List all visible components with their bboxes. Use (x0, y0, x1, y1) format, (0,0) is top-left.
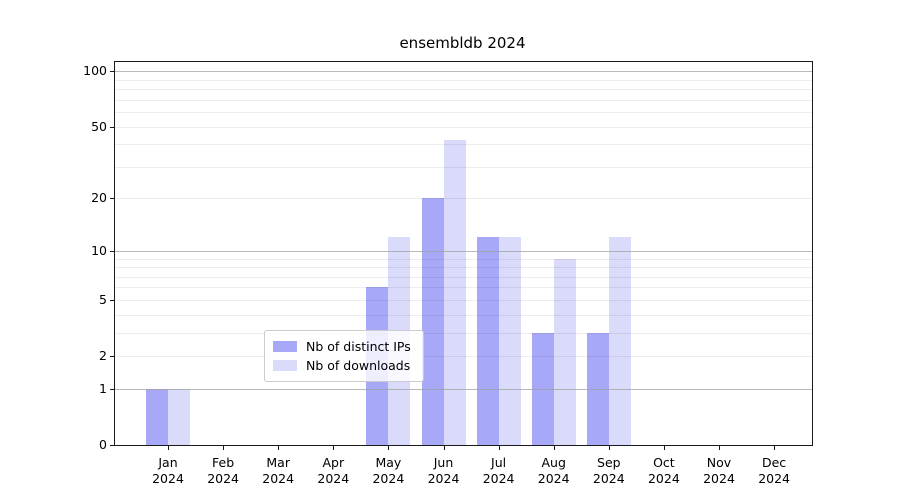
x-axis-tick (553, 446, 555, 450)
y-axis-tick-label: 100 (83, 63, 107, 79)
legend-label-downloads: Nb of downloads (306, 358, 411, 373)
ip-bar (146, 388, 168, 445)
y-axis-tick (110, 126, 114, 128)
legend: Nb of distinct IPs Nb of downloads (264, 330, 424, 382)
x-axis-tick-label: Dec 2024 (758, 455, 790, 486)
legend-item-distinct-ips: Nb of distinct IPs (273, 337, 411, 356)
x-axis-tick (168, 446, 169, 450)
y-axis-tick-label: 5 (99, 291, 107, 307)
x-axis-tick-label: Sep 2024 (592, 455, 625, 486)
y-axis-tick (110, 299, 114, 301)
y-axis-tick-label: 1 (99, 380, 107, 396)
downloads-bar (168, 388, 190, 445)
x-axis-tick (608, 446, 610, 450)
y-axis-tick-label: 10 (91, 242, 107, 258)
y-axis-tick-label: 2 (99, 348, 107, 363)
x-axis-tick (388, 446, 390, 450)
y-axis-tick-label: 20 (91, 190, 107, 206)
downloads-bar (553, 258, 576, 445)
downloads-bar (608, 237, 631, 445)
ip-bar (586, 332, 609, 445)
legend-swatch-downloads (273, 360, 297, 371)
ip-bar (421, 198, 444, 445)
x-axis-tick (719, 446, 720, 450)
minor-gridline (115, 89, 812, 90)
minor-gridline (115, 99, 812, 101)
y-axis-tick (110, 356, 114, 357)
legend-swatch-distinct-ips (273, 341, 297, 352)
y-axis-tick-label: 50 (91, 118, 107, 134)
y-axis-tick (110, 198, 114, 200)
x-axis-tick-label: Mar 2024 (262, 455, 295, 486)
minor-gridline (115, 79, 812, 81)
x-axis-tick-label: Apr 2024 (317, 455, 350, 486)
x-axis-tick-label: Oct 2024 (647, 455, 680, 486)
x-axis-tick-label: May 2024 (372, 455, 405, 486)
x-axis-tick-label: Feb 2024 (207, 455, 239, 486)
x-axis-tick-label: Jun 2024 (427, 455, 460, 486)
legend-label-distinct-ips: Nb of distinct IPs (306, 339, 411, 354)
legend-item-downloads: Nb of downloads (273, 356, 411, 375)
ip-bar (476, 237, 499, 445)
x-axis-tick (663, 446, 665, 450)
x-axis-tick-label: Aug 2024 (537, 455, 570, 486)
x-axis-tick (498, 446, 500, 450)
downloads-bar (498, 237, 521, 445)
minor-gridline (115, 112, 812, 113)
major-gridline (115, 71, 812, 73)
downloads-bar (443, 140, 466, 445)
x-axis-tick-label: Nov 2024 (703, 455, 735, 486)
minor-gridline (115, 126, 812, 128)
y-axis-tick (110, 250, 114, 252)
y-axis-tick-label: 0 (99, 437, 107, 452)
x-axis-tick (333, 446, 335, 450)
y-axis-tick (110, 388, 114, 390)
x-axis-tick (774, 446, 776, 450)
x-axis-tick (443, 446, 445, 450)
y-axis-tick (110, 71, 114, 73)
x-axis-tick (223, 446, 225, 450)
ip-bar (531, 332, 554, 445)
y-axis-tick (110, 445, 114, 446)
x-axis-tick (278, 446, 280, 450)
plot-area: 0 1 2 5 10 20 50 100 Jan 2024 Feb 2024 Mar 2024 Apr 202… (83, 61, 813, 486)
x-axis-tick-label: Jan 2024 (152, 455, 184, 486)
chart-title: ensembldb 2024 (399, 34, 526, 52)
x-axis-tick-label: Jul 2024 (482, 455, 515, 486)
